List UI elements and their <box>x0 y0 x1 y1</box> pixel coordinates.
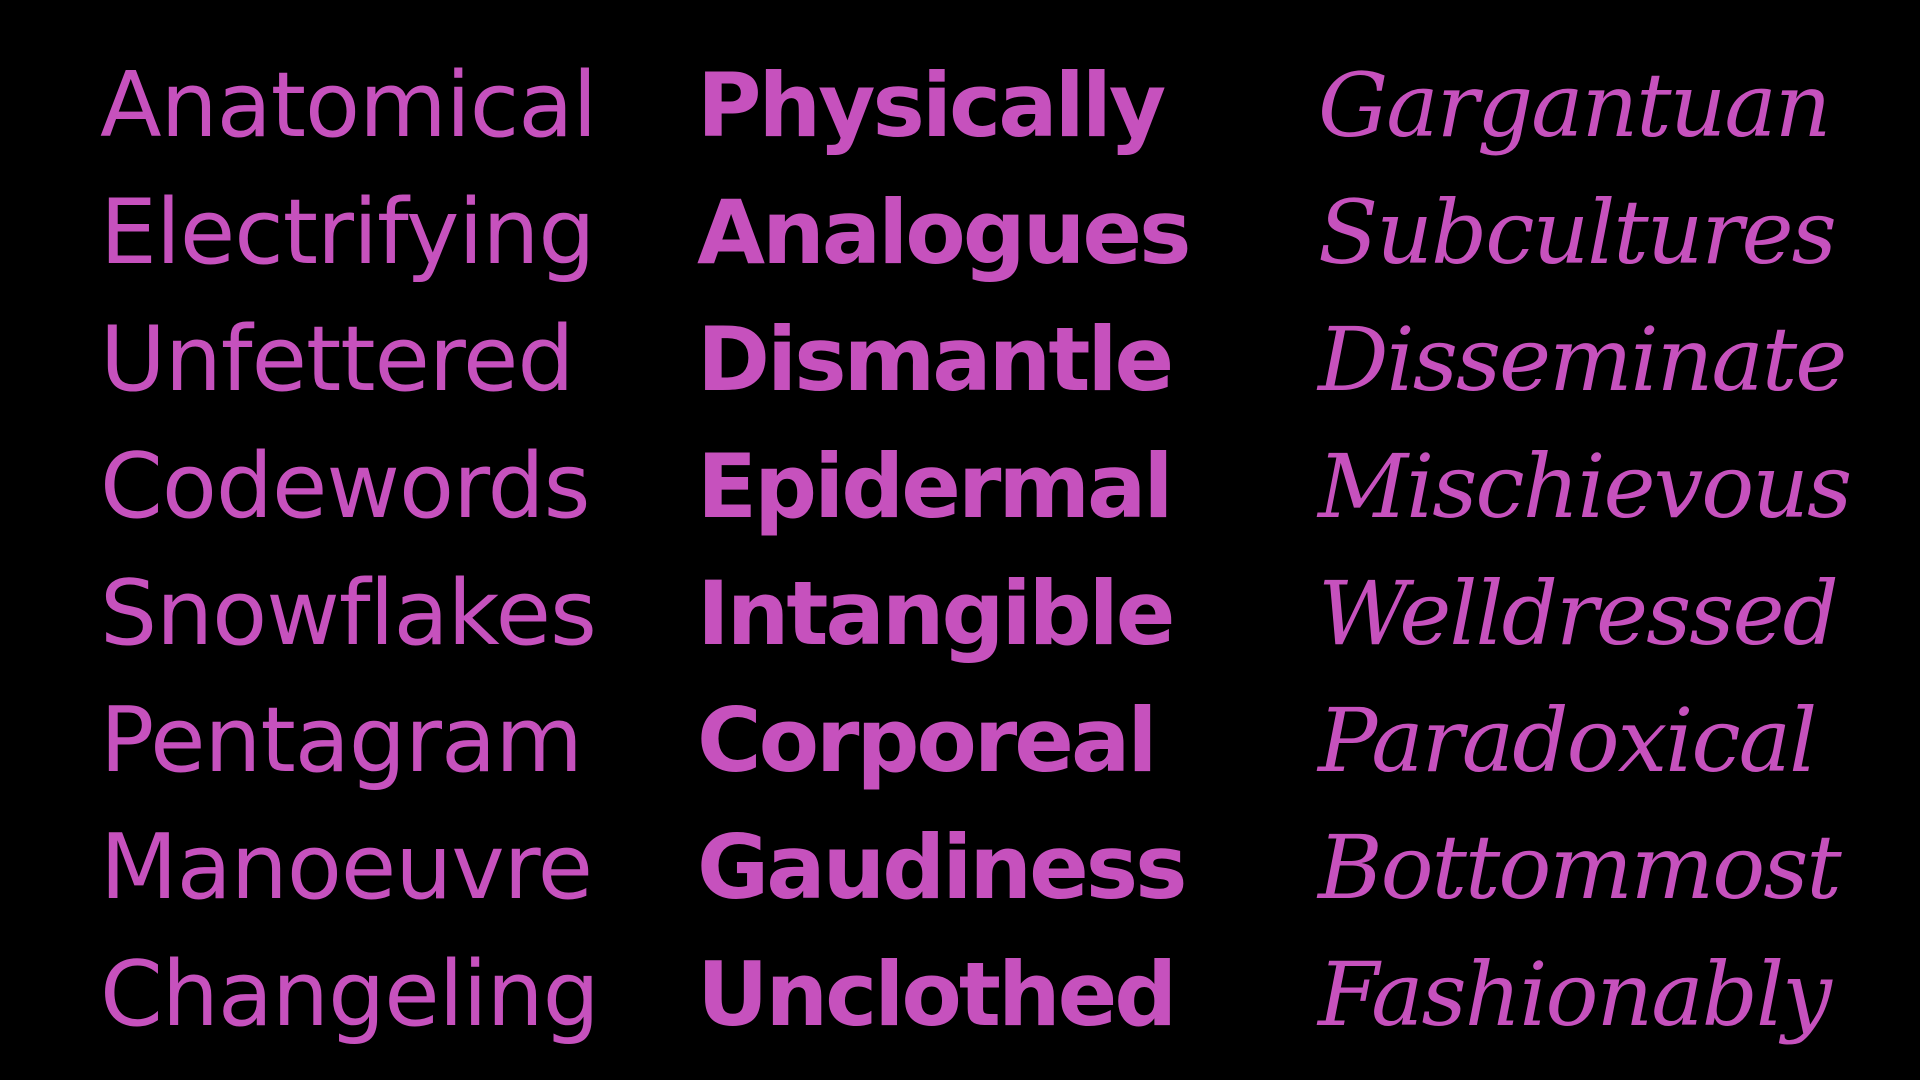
specimen-word: Dismantle <box>697 308 1174 411</box>
specimen-word: Intangible <box>697 562 1175 665</box>
specimen-word: Subcultures <box>1318 181 1837 284</box>
specimen-word: Unfettered <box>100 307 574 412</box>
specimen-word: Anatomical <box>100 53 597 158</box>
specimen-word: Paradoxical <box>1318 689 1817 792</box>
specimen-word: Disseminate <box>1318 308 1847 411</box>
specimen-word: Analogues <box>697 181 1191 284</box>
specimen-word: Electrifying <box>100 180 596 285</box>
specimen-word: Gargantuan <box>1318 54 1831 157</box>
specimen-word: Epidermal <box>697 435 1174 538</box>
specimen-word: Snowflakes <box>100 561 597 666</box>
bold-weight-column: Physically Analogues Dismantle Epidermal… <box>697 42 1191 1058</box>
specimen-word: Pentagram <box>100 688 583 793</box>
specimen-word: Changeling <box>100 942 600 1047</box>
specimen-word: Mischievous <box>1318 435 1852 538</box>
specimen-word: Bottommost <box>1318 816 1842 919</box>
specimen-word: Welldressed <box>1318 562 1839 665</box>
italic-style-column: Gargantuan Subcultures Disseminate Misch… <box>1318 42 1852 1058</box>
specimen-word: Physically <box>697 54 1166 157</box>
specimen-word: Corporeal <box>697 689 1158 792</box>
regular-weight-column: Anatomical Electrifying Unfettered Codew… <box>100 42 600 1058</box>
specimen-word: Gaudiness <box>697 816 1188 919</box>
specimen-word: Codewords <box>100 434 591 539</box>
specimen-word: Fashionably <box>1318 943 1832 1046</box>
specimen-word: Unclothed <box>697 943 1177 1046</box>
specimen-word: Manoeuvre <box>100 815 593 920</box>
